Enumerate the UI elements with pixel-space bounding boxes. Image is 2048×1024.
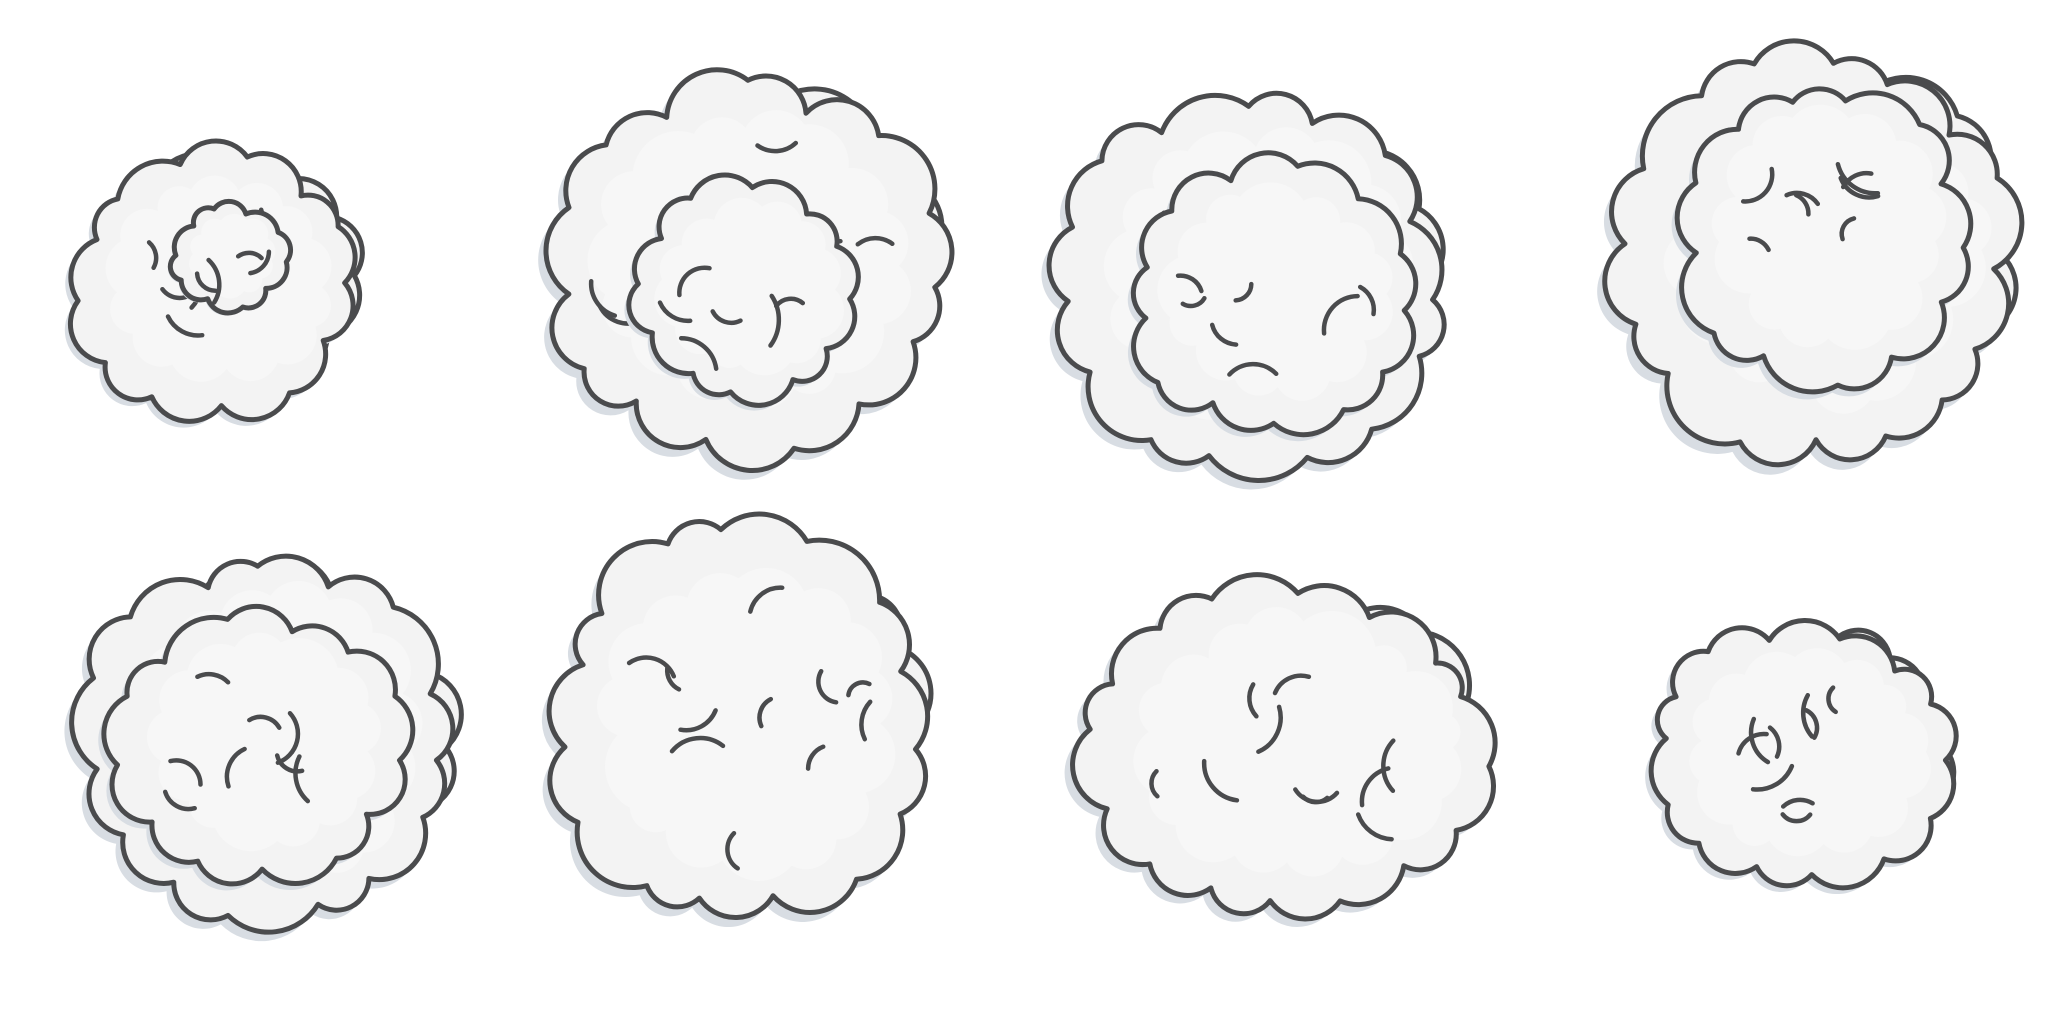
smoke-frame-4-inner-curl <box>1839 216 1857 242</box>
smoke-frame-4 <box>1597 38 2025 475</box>
smoke-frame-5-inner-curl <box>274 753 305 774</box>
smoke-frame-6-curl <box>846 680 872 698</box>
smoke-frame-1-inner-highlight <box>188 213 276 299</box>
smoke-frame-1-inner-curl <box>206 257 222 305</box>
smoke-frame-4-inner-curl <box>1784 190 1821 207</box>
smoke-frame-1-inner-curl <box>194 271 218 293</box>
smoke-frame-8-curl <box>1748 716 1771 765</box>
smoke-frame-3-inner-curl <box>1233 281 1254 303</box>
smoke-frame-8 <box>1645 618 1959 895</box>
smoke-frame-5-inner-curl <box>168 758 203 787</box>
smoke-frame-2-inner-curl <box>773 296 806 309</box>
smoke-frame-7-curl <box>1149 768 1160 799</box>
smoke-frame-5-inner-curl <box>224 746 247 789</box>
smoke-frame-7-curl <box>1359 766 1391 808</box>
smoke-frame-8-curl <box>1804 708 1820 740</box>
smoke-frame-2 <box>538 67 955 480</box>
smoke-frame-6-main-highlight <box>596 567 896 881</box>
smoke-frame-8-curl <box>1767 725 1782 759</box>
smoke-frame-2-curl <box>755 140 799 154</box>
smoke-frame-5-inner-curl <box>275 710 301 765</box>
smoke-frame-3-inner-highlight <box>1157 182 1393 401</box>
smoke-frame-2-inner-curl <box>657 300 693 324</box>
smoke-frame-4-inner-curl <box>1740 166 1775 204</box>
smoke-frame-6-curl <box>757 696 774 729</box>
smoke-frame-2-inner-curl <box>677 265 712 298</box>
smoke-frame-5-inner-curl <box>247 714 282 730</box>
smoke-frame-1-inner-curl <box>235 250 264 261</box>
smoke-frame-6-curl <box>748 585 785 614</box>
smoke-frame-6-curl <box>805 744 826 771</box>
smoke-frame-7-curl <box>1272 673 1312 696</box>
smoke-frame-3-inner-curl <box>1180 295 1207 309</box>
smoke-frame-2-inner-curl <box>768 293 782 348</box>
smoke-frame-4-inner-curl <box>1835 161 1881 196</box>
smoke-frame-3-inner-curl <box>1227 361 1279 377</box>
smoke-frame-8-curl <box>1736 731 1769 756</box>
smoke-frame-4-inner-curl <box>1747 236 1771 253</box>
smoke-frame-2-inner-curl <box>710 309 743 326</box>
smoke-frame-5-inner-curl <box>162 789 197 812</box>
smoke-frame-4-inner-curl <box>1838 175 1881 200</box>
smoke-frame-6-curl <box>626 655 677 679</box>
smoke-frame-2-inner-highlight <box>654 197 845 376</box>
smoke-frame-3-inner-curl <box>1209 322 1239 347</box>
smoke-frame-1-inner-curl <box>248 249 272 276</box>
smoke-frame-3 <box>1041 90 1447 490</box>
smoke-frame-6-curl <box>664 666 682 692</box>
smoke-frame-8-curl <box>1780 797 1815 809</box>
smoke-frame-6-curl <box>669 735 726 754</box>
smoke-frame-5-inner-curl <box>195 671 231 685</box>
smoke-frame-8-curl <box>1826 685 1838 715</box>
smoke-frame-7-curl <box>1381 738 1396 794</box>
smoke-frame-6 <box>541 511 934 928</box>
smoke-frame-6-curl <box>725 830 740 871</box>
smoke-frame-2-curl <box>588 278 618 318</box>
smoke-frame-7-curl <box>1247 682 1259 719</box>
smoke-frame-8-curl <box>1800 692 1815 739</box>
smoke-frame-1-curl <box>165 314 205 338</box>
smoke-frame-7-main-highlight <box>1133 607 1462 877</box>
smoke-frame-3-inner-curl <box>1175 273 1204 294</box>
smoke-frame-6-curl <box>859 699 873 742</box>
smoke-frame-3-inner-curl <box>1357 284 1377 317</box>
smoke-frame-8-main-highlight <box>1689 648 1931 857</box>
smoke-frame-8-curl <box>1750 763 1795 792</box>
smoke-frame-4-inner-curl <box>1793 192 1811 217</box>
smoke-frame-4-inner-highlight <box>1711 104 1947 350</box>
smoke-frame-7-curl <box>1201 758 1240 803</box>
smoke-frame-6-curl <box>678 708 718 733</box>
smoke-frame-3-inner-curl <box>1321 293 1360 336</box>
smoke-frame-2-curl <box>855 235 895 247</box>
smoke-frame-1-curl <box>146 240 159 271</box>
smoke-frame-8-curl <box>1780 812 1813 824</box>
smoke-frame-7-curl <box>1355 812 1394 842</box>
smoke-frame-6-curl <box>816 668 839 705</box>
smoke-frame-5-inner-curl <box>293 754 311 804</box>
smoke-frame-5 <box>64 553 464 942</box>
smoke-frame-7 <box>1064 572 1498 927</box>
smoke-frame-7-curl <box>1293 787 1340 805</box>
smoke-frame-5-inner-highlight <box>146 632 381 852</box>
smoke-frame-2-inner-curl <box>678 335 719 371</box>
smoke-frame-1 <box>64 138 365 428</box>
smoke-frame-7-curl <box>1256 704 1283 754</box>
